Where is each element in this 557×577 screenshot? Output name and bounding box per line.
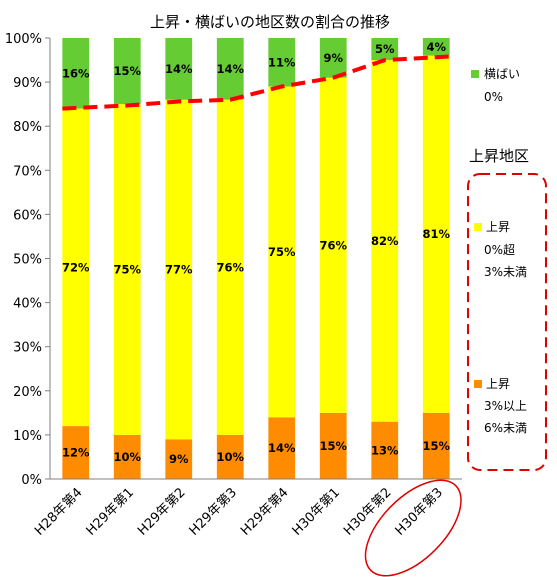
legend-s0-3-line3: 3%未満 xyxy=(484,265,527,279)
x-tick-label: H29年第3 xyxy=(187,485,240,538)
bar-flat xyxy=(319,38,347,78)
bar-s0_3 xyxy=(268,86,296,418)
data-label-s0_3: 72% xyxy=(62,260,90,274)
legend-group-frame xyxy=(467,173,547,471)
y-tick-label: 30% xyxy=(13,341,42,356)
data-label-s3_6: 9% xyxy=(169,452,189,466)
legend-swatch-s3-6 xyxy=(474,380,482,388)
data-label-s0_3: 82% xyxy=(371,234,399,248)
data-labels: 12% 72% 16% 10% 75% 15% 9% 77% 14% 10% 76% 14% 14% 75… xyxy=(62,40,451,466)
data-label-flat: 11% xyxy=(268,55,296,69)
bar-flat xyxy=(113,38,141,105)
y-tick-label: 90% xyxy=(13,76,42,91)
data-label-flat: 5% xyxy=(375,42,395,56)
trend-line-group xyxy=(62,54,450,111)
data-label-s3_6: 14% xyxy=(268,441,296,455)
data-label-s0_3: 76% xyxy=(319,238,347,252)
data-label-flat: 15% xyxy=(113,64,141,78)
data-label-s3_6: 10% xyxy=(113,450,141,464)
bar-s3_6 xyxy=(216,434,244,479)
bar-s0_3 xyxy=(113,104,141,435)
bar-s0_3 xyxy=(62,108,90,427)
y-tick-label: 70% xyxy=(13,164,42,179)
y-tick-label: 10% xyxy=(13,429,42,444)
bar-flat xyxy=(268,38,296,87)
bar-s0_3 xyxy=(422,55,450,413)
legend-swatch-s0-3 xyxy=(474,223,482,231)
data-label-s3_6: 15% xyxy=(422,439,450,453)
bar-s0_3 xyxy=(165,99,193,440)
data-label-s0_3: 76% xyxy=(216,260,244,274)
data-label-s3_6: 15% xyxy=(319,439,347,453)
y-tick-label: 40% xyxy=(13,297,42,312)
y-tick-label: 0% xyxy=(21,473,42,488)
y-tick-label: 80% xyxy=(13,120,42,135)
highlight-circle xyxy=(364,479,462,577)
data-label-flat: 14% xyxy=(165,62,193,76)
x-tick-label: H29年第2 xyxy=(135,485,188,538)
y-tick-label: 60% xyxy=(13,208,42,223)
bar-s0_3 xyxy=(319,77,347,413)
y-tick-label: 50% xyxy=(13,253,42,268)
x-tick-label: H29年第4 xyxy=(238,485,291,538)
legend-group-title: 上昇地区 xyxy=(469,147,529,165)
data-label-flat: 4% xyxy=(426,40,446,54)
legend-flat-line2: 0% xyxy=(484,90,503,104)
data-label-s3_6: 12% xyxy=(62,446,90,460)
data-label-flat: 14% xyxy=(216,62,244,76)
bars xyxy=(62,38,450,479)
bar-s0_3 xyxy=(371,60,399,422)
legend-s0-3-line2: 0%超 xyxy=(484,242,515,257)
bar-flat xyxy=(165,38,193,100)
x-tick-label: H30年第3 xyxy=(393,485,446,538)
legend-swatch-flat xyxy=(471,70,479,78)
bar-flat xyxy=(422,38,450,56)
legend-s3-6-line2: 3%以上 xyxy=(484,399,527,413)
data-label-s0_3: 77% xyxy=(165,263,193,277)
bar-s3_6 xyxy=(165,439,193,479)
bar-flat xyxy=(62,38,90,109)
bar-s3_6 xyxy=(422,412,450,479)
bar-s3_6 xyxy=(319,412,347,479)
bar-s3_6 xyxy=(371,421,399,479)
data-label-s3_6: 13% xyxy=(371,443,399,457)
y-tick-label: 20% xyxy=(13,385,42,400)
data-label-flat: 16% xyxy=(62,66,90,80)
x-tick-label: H28年第4 xyxy=(32,485,85,538)
bar-s0_3 xyxy=(216,99,244,435)
x-tick-label: H30年第1 xyxy=(290,485,343,538)
legend-flat-line1: 横ばい xyxy=(484,67,520,81)
data-label-s0_3: 75% xyxy=(268,245,296,259)
data-label-s0_3: 81% xyxy=(422,227,450,241)
y-axis: 0% 10% 20% 30% 40% 50% 60% 70% 80% 90% 100% xyxy=(5,32,51,488)
legend: 横ばい 0% 上昇地区 上昇 0%超 3%未満 上昇 3%以上 6%未満 xyxy=(467,67,547,471)
bar-flat xyxy=(371,38,399,61)
trend-line xyxy=(62,54,450,111)
bar-s3_6 xyxy=(113,434,141,479)
bar-s3_6 xyxy=(62,426,90,479)
data-label-s3_6: 10% xyxy=(216,450,244,464)
x-tick-label: H29年第1 xyxy=(84,485,137,538)
bar-flat xyxy=(216,38,244,100)
bar-s3_6 xyxy=(268,417,296,479)
legend-s3-6-line1: 上昇 xyxy=(486,377,510,391)
legend-s0-3-line1: 上昇 xyxy=(486,220,510,234)
data-label-s0_3: 75% xyxy=(113,263,141,277)
y-tick-label: 100% xyxy=(5,32,42,47)
legend-s3-6-line3: 6%未満 xyxy=(484,421,527,435)
chart-title: 上昇・横ばいの地区数の割合の推移 xyxy=(150,13,390,31)
data-label-flat: 9% xyxy=(323,51,343,65)
